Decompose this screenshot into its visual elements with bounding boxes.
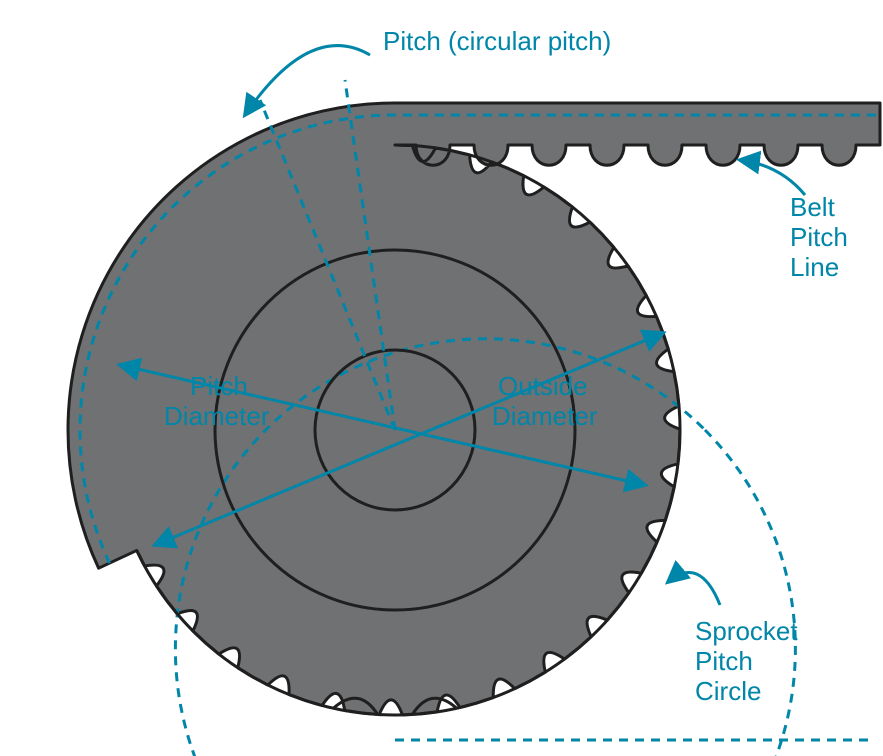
sprocket-pitch-label-3: Circle xyxy=(695,676,761,706)
belt-pitch-callout-curve xyxy=(740,160,805,195)
belt-pitch-label-3: Line xyxy=(790,252,839,282)
sprocket-pitch-label-1: Sprocket xyxy=(695,616,798,646)
belt-pitch-label-1: Belt xyxy=(790,192,836,222)
outside-diameter-label-2: Diameter xyxy=(492,401,598,431)
belt-pitch-label-2: Pitch xyxy=(790,222,848,252)
sprocket-pitch-label-2: Pitch xyxy=(695,646,753,676)
pitch-diameter-label-2: Diameter xyxy=(164,401,270,431)
outside-diameter-label-1: Outside xyxy=(498,371,588,401)
pitch-label: Pitch (circular pitch) xyxy=(383,26,611,56)
pitch-diameter-label-1: Pitch xyxy=(190,371,248,401)
diagram-canvas: Pitch (circular pitch) Pitch Diameter Ou… xyxy=(0,0,883,756)
sprocket-pitch-callout-curve xyxy=(668,573,720,605)
